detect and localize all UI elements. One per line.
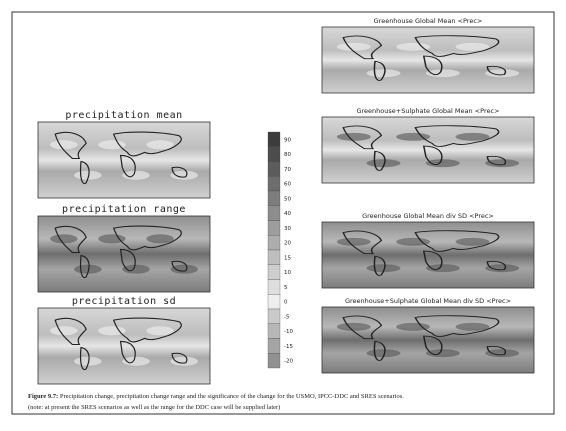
colorbar-label: 20 bbox=[284, 241, 291, 247]
map-blob bbox=[170, 171, 198, 180]
map-blob bbox=[50, 234, 78, 243]
colorbar-segment bbox=[268, 294, 280, 309]
colorbar-label: 0 bbox=[284, 300, 288, 306]
map-blob bbox=[485, 264, 519, 272]
colorbar-segment bbox=[268, 309, 280, 324]
map-blob bbox=[456, 133, 490, 141]
colorbar-segment bbox=[268, 221, 280, 236]
colorbar-label: 80 bbox=[284, 152, 291, 158]
colorbar-segment bbox=[268, 280, 280, 295]
map bbox=[322, 222, 534, 288]
colorbar-segment bbox=[268, 191, 280, 206]
map-blob bbox=[146, 140, 174, 149]
colorbar-segment bbox=[268, 235, 280, 250]
colorbar-label: 90 bbox=[284, 137, 291, 143]
colorbar-segment bbox=[268, 265, 280, 280]
caption-note: (note: at present the SRES scenarios as … bbox=[28, 404, 280, 411]
panel-title: precipitation range bbox=[62, 204, 186, 215]
map-blob bbox=[456, 323, 490, 331]
colorbar-label: -5 bbox=[284, 314, 290, 320]
colorbar-segment bbox=[268, 324, 280, 339]
colorbar-label: 10 bbox=[284, 270, 291, 276]
map-blob bbox=[170, 357, 198, 366]
caption-text: Precipitation change, precipitation chan… bbox=[60, 393, 404, 400]
panel-title: Greenhouse+Sulphate Global Mean <Prec> bbox=[356, 107, 499, 115]
map-blob bbox=[146, 234, 174, 243]
colorbar-label: 30 bbox=[284, 226, 291, 232]
colorbar-label: 60 bbox=[284, 182, 291, 188]
colorbar-label: 70 bbox=[284, 167, 291, 173]
map bbox=[322, 27, 534, 93]
map-blob bbox=[337, 323, 371, 331]
map-blob bbox=[485, 349, 519, 357]
figure: precipitation mean precipitation range pre… bbox=[0, 0, 566, 426]
map-blob bbox=[485, 69, 519, 77]
map-blob bbox=[337, 133, 371, 141]
map-blob bbox=[337, 238, 371, 246]
colorbar-segment bbox=[268, 206, 280, 221]
map-blob bbox=[485, 159, 519, 167]
panel-title: Greenhouse Global Mean <Prec> bbox=[374, 17, 483, 25]
caption: Figure 9.7: Precipitation change, precip… bbox=[28, 393, 404, 400]
map bbox=[38, 122, 210, 198]
caption-label: Figure 9.7: bbox=[28, 393, 58, 400]
panel-title: precipitation mean bbox=[65, 110, 182, 121]
colorbar-segment bbox=[268, 147, 280, 162]
colorbar-label: 5 bbox=[284, 285, 288, 291]
colorbar-segment bbox=[268, 250, 280, 265]
map-blob bbox=[456, 238, 490, 246]
panel-title: precipitation sd bbox=[72, 296, 176, 307]
map-blob bbox=[456, 43, 490, 51]
panel-title: Greenhouse Global Mean div SD <Prec> bbox=[362, 212, 494, 220]
colorbar-label: 15 bbox=[284, 255, 291, 261]
colorbar-label: 50 bbox=[284, 196, 291, 202]
map bbox=[38, 308, 210, 384]
map bbox=[38, 216, 210, 292]
colorbar-label: 40 bbox=[284, 211, 291, 217]
colorbar-segment bbox=[268, 132, 280, 147]
colorbar-label: -20 bbox=[284, 359, 293, 365]
colorbar-segment bbox=[268, 176, 280, 191]
map-blob bbox=[50, 326, 78, 335]
map-blob bbox=[50, 140, 78, 149]
map bbox=[322, 117, 534, 183]
map bbox=[322, 307, 534, 373]
map-blob bbox=[146, 326, 174, 335]
map-blob bbox=[170, 265, 198, 274]
colorbar-label: -15 bbox=[284, 344, 293, 350]
colorbar-segment bbox=[268, 353, 280, 368]
map-blob bbox=[337, 43, 371, 51]
colorbar-label: -10 bbox=[284, 329, 293, 335]
colorbar-segment bbox=[268, 339, 280, 354]
colorbar-segment bbox=[268, 162, 280, 177]
panel-title: Greenhouse+Sulphate Global Mean div SD <… bbox=[345, 297, 511, 305]
page: precipitation mean precipitation range pre… bbox=[0, 0, 566, 426]
